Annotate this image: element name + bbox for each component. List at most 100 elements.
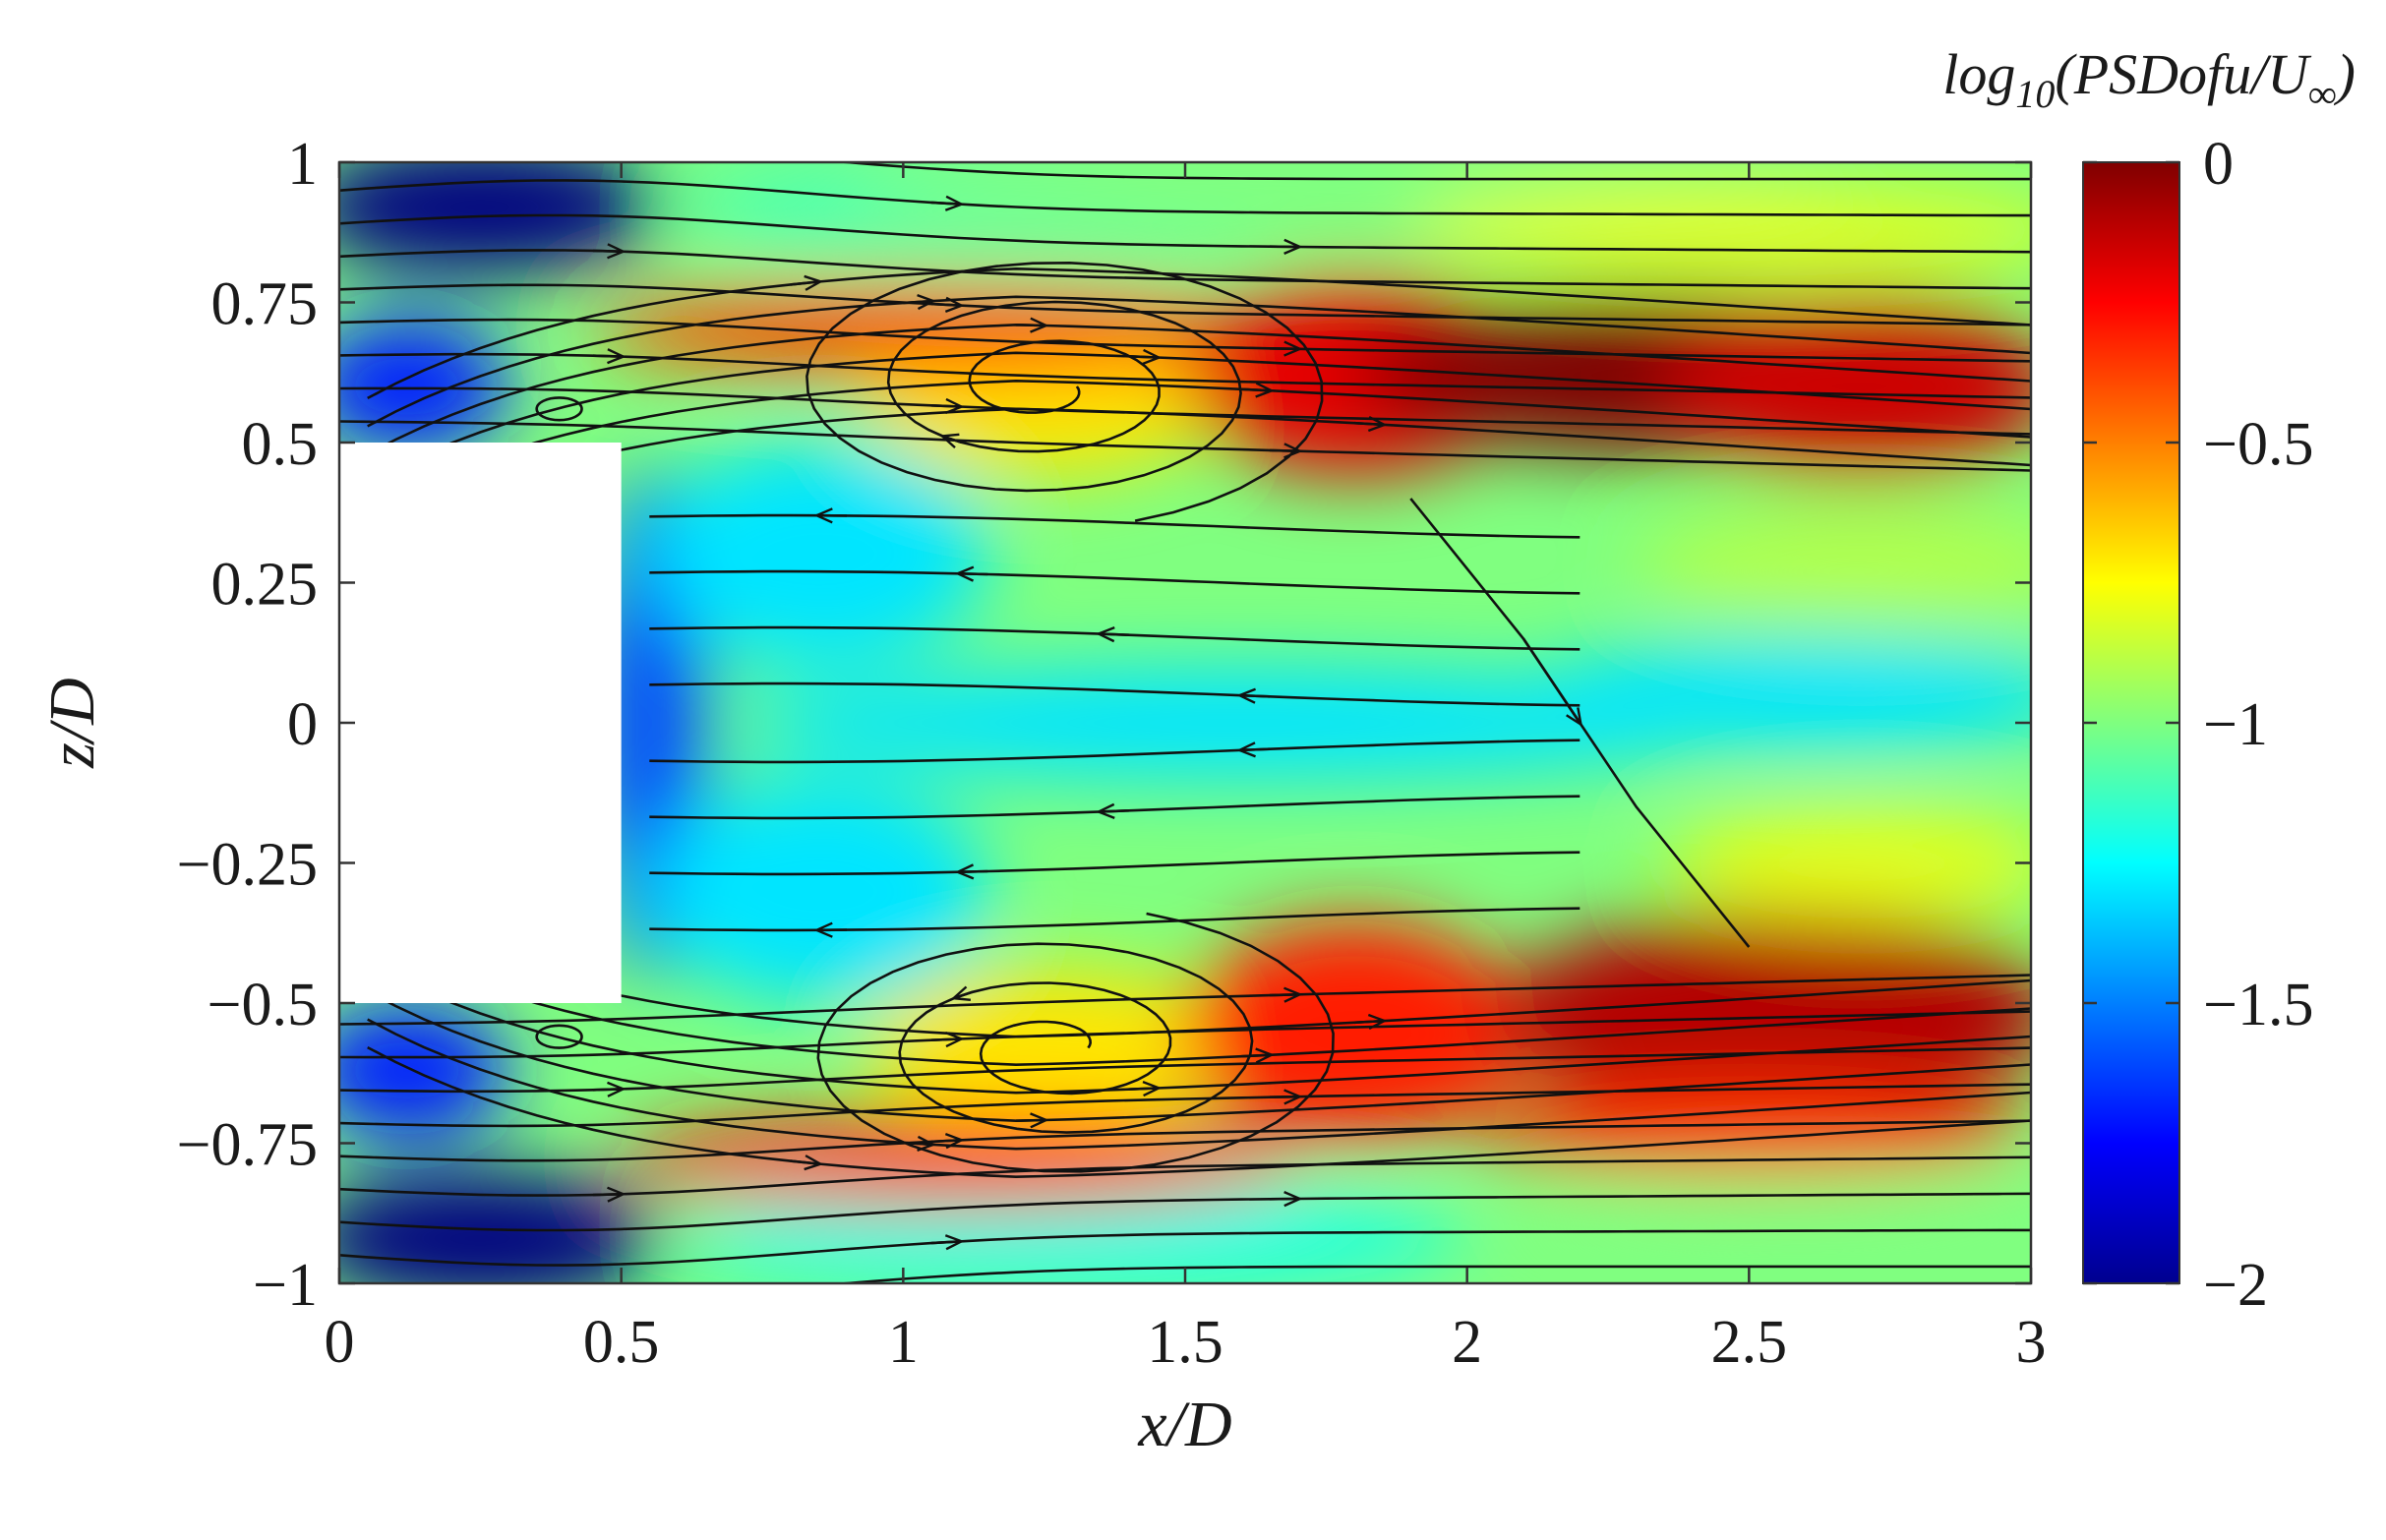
streamline-arrow [1269,1089,1303,1105]
field-blob [339,162,661,274]
y-tick-label: 1 [287,131,318,198]
colorbar-scale [2082,161,2180,1284]
field-blob [339,1171,661,1283]
y-tick-label: −1 [253,1252,318,1319]
streamline [367,323,2031,456]
streamline-arrow [1353,1013,1388,1031]
streamline-arrow [1096,802,1129,819]
x-axis-label: x/D [1137,1389,1231,1460]
streamline-arrow [592,348,626,365]
field-blob [678,1182,1467,1283]
x-tick-label: 3 [2016,1309,2047,1376]
streamline [805,261,1324,522]
x-tick-label: 1.5 [1147,1309,1223,1376]
streamline-arrow [1241,382,1275,398]
streamline-arrow [1128,348,1163,366]
streamline [339,1228,2031,1267]
streamline [367,1045,2031,1179]
y-tick-label: 0 [287,691,318,758]
y-tick-label: 0.25 [211,552,319,619]
bluff-body [337,443,622,1003]
streamline-arrow [593,1299,622,1300]
streamline [339,318,2031,363]
streamline-arrow [1269,340,1303,357]
streamline [339,1083,2031,1128]
streamline [367,407,2031,540]
field-blob [1523,1182,2031,1273]
streamline-arrow [1241,1047,1275,1064]
streamline [367,962,2031,1095]
colorbar-title: log10(PSDofu/U∞) [1942,42,2356,116]
streamline [339,179,2031,217]
streamline [649,681,1581,707]
streamline [649,513,1581,539]
streamline-arrow [790,274,824,291]
streamline [649,907,1581,932]
streamline-arrow [1096,626,1129,643]
colorbar-tick-label: −1.5 [2203,972,2313,1038]
streamline-arrow [592,243,626,260]
y-tick-label: −0.5 [208,972,318,1038]
streamline [367,906,2031,1038]
streamline-arrow [930,397,965,415]
colorbar-tick-label: −0.5 [2203,411,2313,478]
streamline [367,351,2031,484]
streamline [367,989,2031,1123]
psd-heatmap [339,162,2031,1283]
streamline-arrow [1015,317,1049,333]
streamline-arrow [1236,741,1271,758]
field-blob [1410,184,2031,274]
streamline-arrow [954,565,988,582]
streamline-arrow [1353,415,1388,433]
streamline-arrow [930,195,965,211]
streamline-arrow [1236,687,1271,704]
y-axis-label: z/D [36,678,108,769]
field-blob [1664,806,2031,919]
streamline-arrow [593,146,622,147]
streamline-arrow [1521,637,1583,728]
colorbar-tick-label: 0 [2203,131,2234,198]
streamline [367,1018,2031,1151]
field-blob [1523,638,2031,751]
field-blob [734,667,1750,779]
streamline-arrow [592,1081,626,1097]
streamline [816,912,1335,1173]
streamline-arrow [930,296,965,313]
y-tick-label: 0.5 [242,411,319,478]
streamline-arrow [930,1133,965,1150]
streamline [339,213,2031,254]
streamline [339,420,2031,472]
streamline-arrow [790,1155,824,1171]
x-tick-label: 2 [1452,1309,1482,1376]
streamline-arrow [930,1031,965,1048]
x-tick-label: 0.5 [583,1309,660,1376]
field-blob [1495,913,2031,1115]
secondary-vortex-line [535,1024,583,1049]
streamline [339,1119,2031,1162]
streamline-arrow [950,985,974,1001]
streamline-arrow [592,1186,626,1203]
field-blob [1636,509,2031,622]
streamlines [339,146,2031,1300]
x-tick-label: 0 [325,1309,355,1376]
streamline [339,974,2031,1026]
field-blob [649,443,988,667]
y-tick-label: −0.75 [177,1112,318,1179]
streamline [339,1192,2031,1232]
streamline [367,267,2031,400]
colorbar: 0 −0.5 −1 −1.5 −2 log10(PSDofu/U∞) [1942,42,2356,1319]
streamline-arrow [1015,1112,1049,1129]
axes: 0 0.5 1 1.5 2 2.5 3 1 0.75 0.5 0.25 0 −0.25 −0.5 −0.75… [177,131,2047,1376]
streamline-arrow [1128,1080,1163,1097]
y-tick-label: 0.75 [211,271,319,338]
streamline [649,569,1581,595]
streamline-arrow [903,294,936,311]
streamline [367,295,2031,428]
colorbar-tick-label: −2 [2203,1252,2268,1319]
field-blob [649,779,988,1003]
streamline [649,739,1581,764]
secondary-vortex-line [535,396,583,422]
streamline [649,851,1581,876]
colorbar-tick-label: −1 [2203,691,2268,758]
